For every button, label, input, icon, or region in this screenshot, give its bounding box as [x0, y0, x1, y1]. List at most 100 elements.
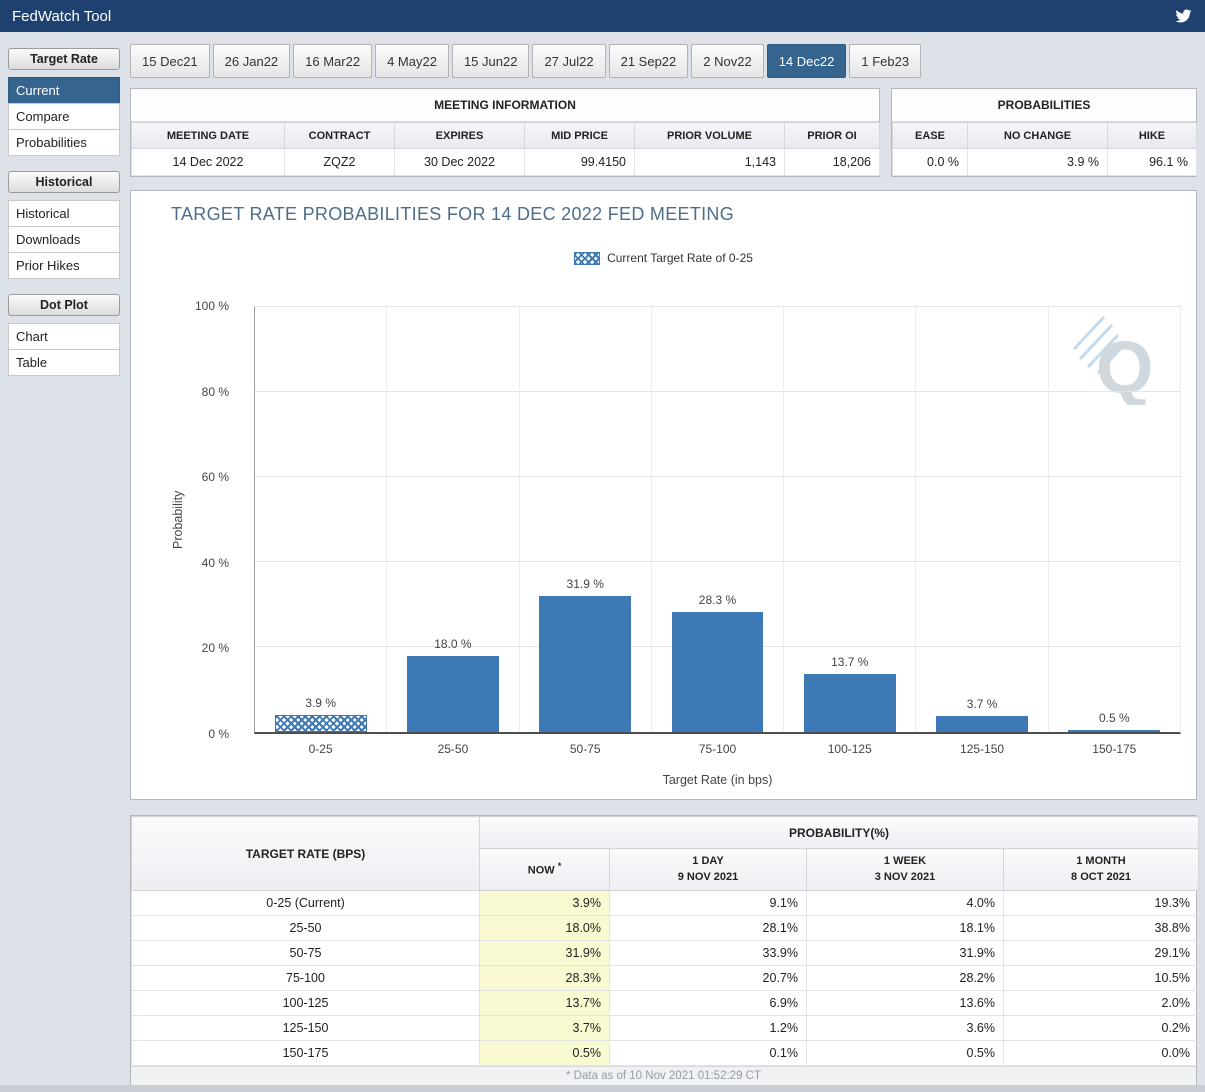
rate-cell: 25-50	[132, 916, 480, 941]
tab-26-jan22[interactable]: 26 Jan22	[213, 44, 291, 78]
meeting-tabs: 15 Dec2126 Jan2216 Mar224 May2215 Jun222…	[130, 44, 1197, 78]
now-cell: 0.5%	[480, 1041, 610, 1066]
meeting-information-title: MEETING INFORMATION	[131, 89, 879, 122]
sidebar-section-items-historical: HistoricalDownloadsPrior Hikes	[8, 200, 120, 279]
now-cell: 13.7%	[480, 991, 610, 1016]
tab-15-jun22[interactable]: 15 Jun22	[452, 44, 530, 78]
bar-75-100	[672, 612, 764, 732]
table-row: 0-25 (Current)3.9%9.1%4.0%19.3%	[132, 891, 1199, 916]
prob-cell: 28.2%	[807, 966, 1004, 991]
sidebar-item-compare[interactable]: Compare	[8, 103, 120, 130]
value-hike: 96.1 %	[1108, 149, 1197, 176]
y-tick-100: 100 %	[131, 299, 243, 313]
sidebar-section-historical[interactable]: Historical	[8, 171, 120, 193]
tab-27-jul22[interactable]: 27 Jul22	[532, 44, 605, 78]
value-no-change: 3.9 %	[968, 149, 1108, 176]
column-header-ease: EASE	[893, 123, 968, 149]
bar-125-150	[936, 716, 1028, 732]
tab-16-mar22[interactable]: 16 Mar22	[293, 44, 372, 78]
bar-slot-25-50: 18.0 %25-50	[387, 307, 519, 732]
chart-legend: Current Target Rate of 0-25	[131, 251, 1196, 265]
info-row: MEETING INFORMATION MEETING DATECONTRACT…	[130, 88, 1197, 177]
group-header-row: TARGET RATE (BPS) PROBABILITY(%)	[132, 817, 1199, 849]
sidebar-item-current[interactable]: Current	[8, 77, 120, 104]
value-prior-volume: 1,143	[635, 149, 785, 176]
bar-25-50	[407, 656, 499, 733]
value-ease: 0.0 %	[893, 149, 968, 176]
bar-100-125	[804, 674, 896, 732]
plot-area: Q 3.9 %0-2518.0 %25-5031.9 %50-7528.3 %7…	[254, 306, 1181, 734]
x-tick-125-150: 125-150	[916, 742, 1047, 756]
prob-cell: 0.0%	[1004, 1041, 1199, 1066]
rate-cell: 50-75	[132, 941, 480, 966]
tab-14-dec22[interactable]: 14 Dec22	[767, 44, 847, 78]
app-header: FedWatch Tool	[0, 0, 1205, 32]
prob-cell: 2.0%	[1004, 991, 1199, 1016]
x-tick-75-100: 75-100	[652, 742, 783, 756]
prob-cell: 19.3%	[1004, 891, 1199, 916]
prob-cell: 29.1%	[1004, 941, 1199, 966]
meeting-information-table: MEETING INFORMATION MEETING DATECONTRACT…	[130, 88, 880, 177]
sidebar-section-target-rate[interactable]: Target Rate	[8, 48, 120, 70]
sidebar-item-downloads[interactable]: Downloads	[8, 226, 120, 253]
prob-cell: 18.1%	[807, 916, 1004, 941]
tab-15-dec21[interactable]: 15 Dec21	[130, 44, 210, 78]
column-header-prior-volume: PRIOR VOLUME	[635, 123, 785, 149]
prob-cell: 10.5%	[1004, 966, 1199, 991]
value-prior-oi: 18,206	[785, 149, 880, 176]
tab-21-sep22[interactable]: 21 Sep22	[609, 44, 689, 78]
prob-cell: 31.9%	[807, 941, 1004, 966]
probabilities-title: PROBABILITIES	[892, 89, 1196, 122]
now-header: NOW *	[480, 849, 610, 891]
now-cell: 3.9%	[480, 891, 610, 916]
bar-value-label-125-150: 3.7 %	[916, 697, 1047, 711]
now-cell: 18.0%	[480, 916, 610, 941]
target-rate-header: TARGET RATE (BPS)	[132, 817, 480, 891]
prob-cell: 13.6%	[807, 991, 1004, 1016]
chart-title: TARGET RATE PROBABILITIES FOR 14 DEC 202…	[171, 204, 734, 225]
y-tick-40: 40 %	[131, 556, 243, 570]
table-row: 75-10028.3%20.7%28.2%10.5%	[132, 966, 1199, 991]
bar-slot-125-150: 3.7 %125-150	[916, 307, 1048, 732]
x-tick-150-175: 150-175	[1049, 742, 1180, 756]
chart-panel: TARGET RATE PROBABILITIES FOR 14 DEC 202…	[130, 190, 1197, 800]
fedwatch-page: FedWatch Tool Target RateCurrentCompareP…	[0, 0, 1205, 1092]
bar-slot-150-175: 0.5 %150-175	[1049, 307, 1180, 732]
rate-cell: 0-25 (Current)	[132, 891, 480, 916]
horizontal-scrollbar[interactable]	[0, 1085, 1205, 1092]
now-cell: 28.3%	[480, 966, 610, 991]
legend-label: Current Target Rate of 0-25	[607, 251, 753, 265]
sidebar-item-chart[interactable]: Chart	[8, 323, 120, 350]
bar-slot-100-125: 13.7 %100-125	[784, 307, 916, 732]
sidebar-item-historical[interactable]: Historical	[8, 200, 120, 227]
y-tick-0: 0 %	[131, 727, 243, 741]
sidebar-item-probabilities[interactable]: Probabilities	[8, 129, 120, 156]
value-row: 14 Dec 2022ZQZ230 Dec 202299.41501,14318…	[132, 149, 880, 176]
sidebar-item-prior-hikes[interactable]: Prior Hikes	[8, 252, 120, 279]
sidebar: Target Rate CurrentCompareProbabilities Hi…	[8, 48, 120, 391]
column-header-no-change: NO CHANGE	[968, 123, 1108, 149]
tab-1-feb23[interactable]: 1 Feb23	[849, 44, 921, 78]
bar-slot-0-25: 3.9 %0-25	[255, 307, 387, 732]
column-header-contract: CONTRACT	[285, 123, 395, 149]
x-tick-100-125: 100-125	[784, 742, 915, 756]
prob-cell: 20.7%	[610, 966, 807, 991]
data-asof-footnote: * Data as of 10 Nov 2021 01:52:29 CT	[131, 1066, 1196, 1086]
value-expires: 30 Dec 2022	[395, 149, 525, 176]
header-row: MEETING DATECONTRACTEXPIRESMID PRICEPRIO…	[132, 123, 880, 149]
column-header-prior-oi: PRIOR OI	[785, 123, 880, 149]
prob-cell: 0.1%	[610, 1041, 807, 1066]
twitter-icon[interactable]	[1174, 8, 1193, 24]
prob-cell: 1.2%	[610, 1016, 807, 1041]
bar-value-label-50-75: 31.9 %	[520, 577, 651, 591]
bar-slot-50-75: 31.9 %50-75	[520, 307, 652, 732]
table-row: 100-12513.7%6.9%13.6%2.0%	[132, 991, 1199, 1016]
value-meeting-date: 14 Dec 2022	[132, 149, 285, 176]
probability-group-header: PROBABILITY(%)	[480, 817, 1199, 849]
bar-50-75	[539, 596, 631, 732]
tab-4-may22[interactable]: 4 May22	[375, 44, 449, 78]
tab-2-nov22[interactable]: 2 Nov22	[691, 44, 763, 78]
sidebar-section-dot-plot[interactable]: Dot Plot	[8, 294, 120, 316]
sidebar-item-table[interactable]: Table	[8, 349, 120, 376]
x-axis-label: Target Rate (in bps)	[254, 773, 1181, 787]
